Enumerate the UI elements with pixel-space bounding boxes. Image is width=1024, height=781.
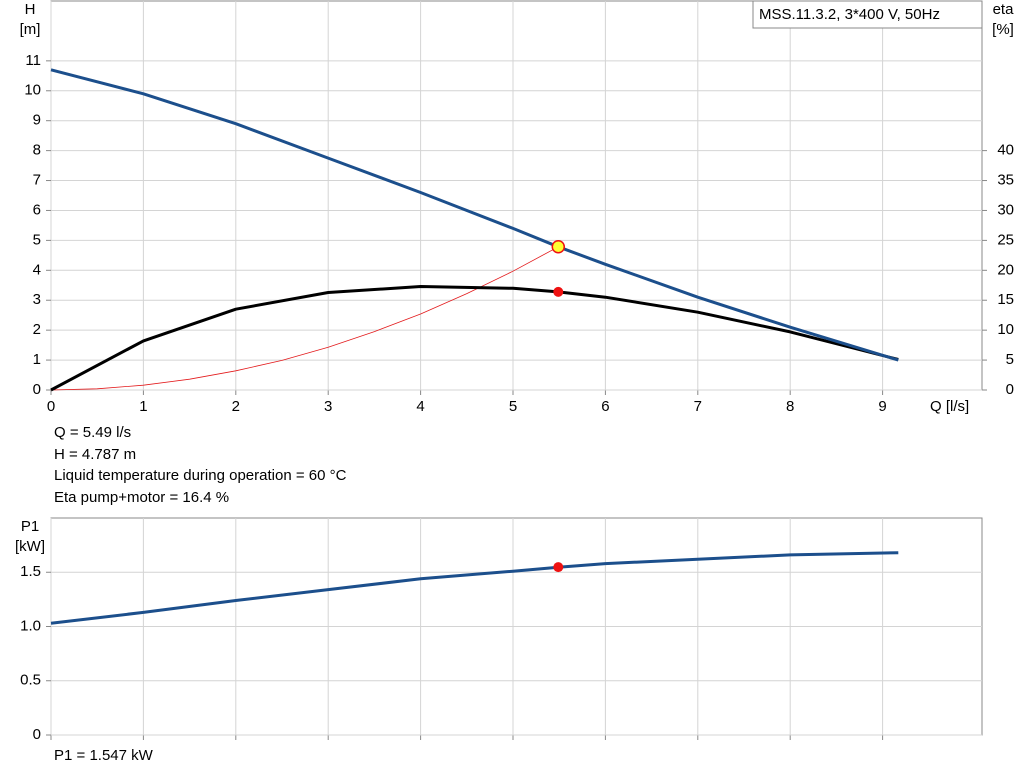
annotation: H = 4.787 m — [54, 446, 136, 463]
y-axis-unit: [m] — [20, 21, 41, 38]
y-tick-label: 8 — [33, 142, 41, 159]
y2-tick-label: 40 — [997, 142, 1014, 159]
y-axis-label: H — [25, 1, 36, 18]
y-tick-label: 5 — [33, 231, 41, 248]
curve — [50, 68, 899, 362]
y-tick-label: 4 — [33, 261, 41, 278]
y-axis-label: P1 — [21, 518, 39, 535]
x-tick-label: 2 — [232, 398, 240, 415]
x-axis-label: Q [l/s] — [930, 398, 969, 415]
x-tick-label: 4 — [416, 398, 424, 415]
y-tick-label: 9 — [33, 112, 41, 129]
y-tick-label: 1 — [33, 351, 41, 368]
operating-point — [553, 562, 564, 573]
y-tick-label: 0.5 — [20, 672, 41, 689]
y-tick-label: 0 — [33, 381, 41, 398]
curve — [50, 285, 899, 392]
operating-point — [551, 240, 566, 254]
y2-tick-label: 35 — [997, 172, 1014, 189]
y2-tick-label: 30 — [997, 201, 1014, 218]
x-tick-label: 9 — [878, 398, 886, 415]
curve — [50, 551, 899, 625]
annotation: Q = 5.49 l/s — [54, 424, 131, 441]
y2-tick-label: 25 — [997, 231, 1014, 248]
operating-point — [553, 286, 564, 297]
annotation: P1 = 1.547 kW — [54, 747, 154, 764]
curve — [50, 246, 559, 391]
plot-frame — [50, 0, 983, 391]
annotation: Eta pump+motor = 16.4 % — [54, 489, 229, 506]
x-tick-label: 6 — [601, 398, 609, 415]
y2-axis-label: eta — [993, 1, 1015, 18]
y-tick-label: 10 — [24, 82, 41, 99]
y-tick-label: 3 — [33, 291, 41, 308]
y-tick-label: 11 — [25, 52, 41, 69]
y2-tick-label: 0 — [1006, 381, 1014, 398]
y-axis-unit: [kW] — [15, 538, 45, 555]
y2-tick-label: 15 — [997, 291, 1014, 308]
x-tick-label: 7 — [694, 398, 702, 415]
y-tick-label: 1.5 — [20, 563, 41, 580]
chart-title: MSS.11.3.2, 3*400 V, 50Hz — [759, 6, 940, 23]
x-tick-label: 1 — [139, 398, 147, 415]
y-tick-label: 7 — [33, 172, 41, 189]
x-tick-label: 8 — [786, 398, 794, 415]
x-tick-label: 3 — [324, 398, 332, 415]
annotation: Liquid temperature during operation = 60… — [54, 467, 347, 484]
title-box — [752, 0, 983, 29]
y-tick-label: 6 — [33, 201, 41, 218]
y2-axis-unit: [%] — [992, 21, 1014, 38]
y-tick-label: 2 — [33, 321, 41, 338]
y2-tick-label: 5 — [1006, 351, 1014, 368]
y-tick-label: 0 — [33, 726, 41, 743]
y2-tick-label: 10 — [997, 321, 1014, 338]
x-tick-label: 0 — [47, 398, 55, 415]
y-tick-label: 1.0 — [20, 617, 41, 634]
x-tick-label: 5 — [509, 398, 517, 415]
y2-tick-label: 20 — [997, 261, 1014, 278]
